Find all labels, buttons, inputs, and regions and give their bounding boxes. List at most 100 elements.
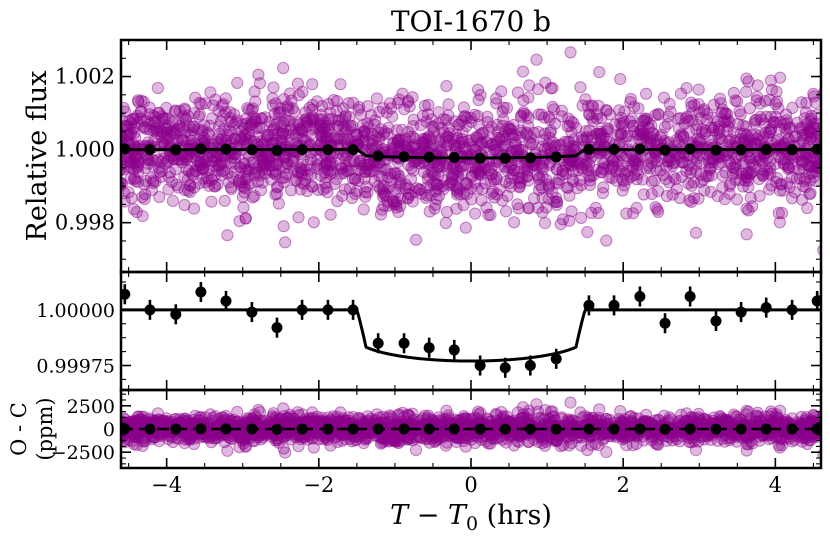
flux-point [306, 103, 319, 116]
flux-point [228, 132, 241, 145]
binned-residual-point [170, 423, 182, 435]
flux-point [582, 100, 595, 113]
flux-point [752, 154, 765, 167]
flux-point [507, 216, 521, 229]
flux-point [390, 201, 403, 214]
flux-point [469, 165, 482, 178]
flux-point [144, 117, 157, 130]
flux-point [122, 186, 135, 199]
binned-residual-point [448, 423, 460, 435]
flux-point [697, 104, 710, 117]
flux-point [299, 113, 312, 126]
flux-point [724, 177, 737, 190]
flux-point [595, 166, 608, 179]
flux-point [700, 170, 713, 183]
flux-point [129, 175, 142, 188]
flux-point [446, 173, 459, 186]
x-axis-label: T − T0 (hrs) [390, 500, 552, 535]
flux-point [621, 130, 635, 143]
binned-residual-point [271, 423, 283, 435]
flux-point [500, 205, 513, 218]
flux-point [536, 206, 549, 219]
flux-point [643, 162, 657, 175]
flux-point [277, 127, 290, 140]
residual-point [291, 406, 304, 419]
y-tick-label: 0.99975 [36, 356, 115, 378]
flux-point [740, 72, 753, 85]
flux-point [791, 116, 804, 129]
flux-point [579, 159, 592, 172]
flux-point [670, 182, 683, 195]
flux-point [745, 165, 759, 178]
flux-point [280, 161, 293, 174]
binned-residual-point [499, 423, 511, 435]
flux-point [542, 111, 556, 124]
flux-point [285, 184, 298, 197]
flux-point [640, 134, 653, 147]
binned-point-full [499, 152, 511, 164]
flux-point [450, 140, 463, 153]
flux-point [595, 127, 608, 140]
flux-point [147, 160, 160, 173]
residual-point [687, 435, 701, 448]
flux-point [181, 109, 194, 122]
flux-point [357, 130, 370, 143]
flux-point [439, 216, 452, 230]
flux-point [335, 161, 348, 174]
flux-point [248, 189, 261, 203]
flux-point [344, 122, 357, 135]
flux-point [524, 131, 538, 144]
flux-point [393, 140, 406, 153]
flux-point [160, 123, 173, 136]
flux-point [741, 174, 755, 187]
flux-point [157, 112, 171, 125]
flux-point [504, 180, 518, 193]
flux-point [374, 208, 387, 221]
flux-point [651, 185, 665, 198]
flux-point [707, 98, 721, 111]
flux-point [160, 122, 173, 135]
flux-point [727, 86, 741, 100]
flux-point [485, 121, 498, 134]
binned-point [608, 299, 620, 311]
flux-point [790, 172, 803, 185]
binned-residual-point [634, 423, 646, 435]
flux-point [587, 115, 600, 128]
flux-point [475, 194, 488, 207]
flux-point [652, 108, 665, 121]
flux-point [715, 156, 728, 169]
flux-point [754, 135, 767, 148]
flux-point [225, 182, 238, 196]
flux-point [728, 161, 741, 174]
flux-point [348, 155, 361, 168]
flux-point [137, 95, 150, 109]
flux-point [239, 129, 252, 142]
flux-point [153, 190, 166, 204]
flux-point [306, 78, 319, 91]
binned-point-full [423, 151, 435, 163]
flux-point [758, 164, 771, 177]
flux-point [341, 133, 354, 146]
binned-point [195, 286, 207, 298]
flux-point [216, 99, 229, 112]
flux-point [211, 178, 224, 191]
y-tick-label: 1.000 [55, 138, 115, 162]
binned-point [474, 360, 486, 372]
flux-point [472, 83, 485, 96]
flux-point [654, 131, 667, 144]
flux-point [705, 169, 718, 182]
binned-point [786, 304, 798, 316]
flux-point [406, 140, 419, 153]
residual-point [680, 407, 693, 420]
flux-point [172, 122, 185, 135]
x-tick-label: 4 [769, 473, 782, 497]
flux-point [734, 108, 747, 121]
flux-point [277, 61, 290, 75]
flux-point [374, 182, 387, 195]
binned-residual-point [398, 423, 410, 435]
flux-point [509, 144, 523, 157]
flux-point [198, 152, 211, 165]
flux-point [307, 216, 320, 229]
flux-point [250, 130, 263, 143]
flux-point [522, 201, 535, 214]
